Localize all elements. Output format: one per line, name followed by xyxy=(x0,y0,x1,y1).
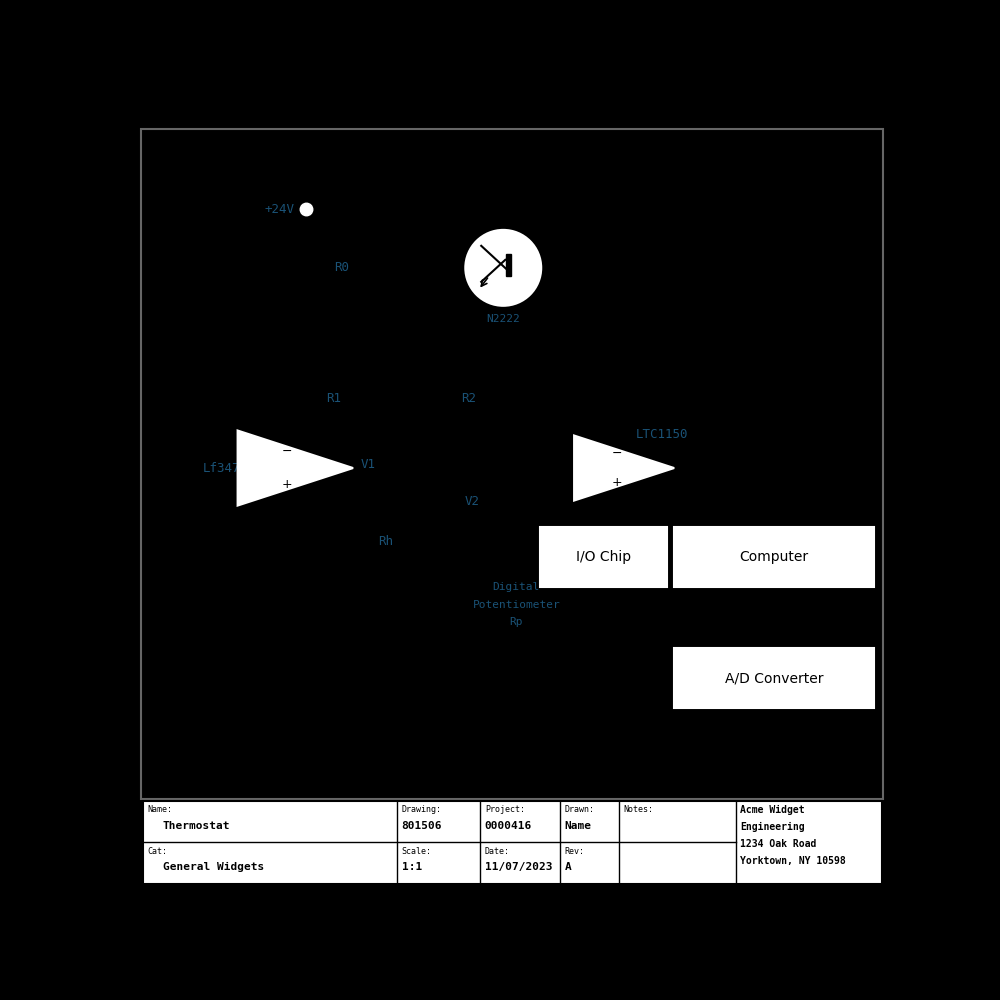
Text: Cat:: Cat: xyxy=(148,847,168,856)
Text: A/D Converter: A/D Converter xyxy=(725,671,824,685)
Text: LTC1150: LTC1150 xyxy=(636,428,688,441)
Polygon shape xyxy=(238,431,353,506)
Text: +24V: +24V xyxy=(265,203,295,216)
FancyBboxPatch shape xyxy=(674,527,874,587)
Text: 1:1: 1:1 xyxy=(402,862,422,872)
Text: Lf347: Lf347 xyxy=(203,462,240,475)
Text: 801506: 801506 xyxy=(402,821,442,831)
Text: Yorktown, NY 10598: Yorktown, NY 10598 xyxy=(740,856,846,866)
Text: Notes:: Notes: xyxy=(623,805,653,814)
Text: 1234 Oak Road: 1234 Oak Road xyxy=(740,839,817,849)
FancyBboxPatch shape xyxy=(674,648,874,708)
Text: N2222: N2222 xyxy=(486,314,520,324)
FancyBboxPatch shape xyxy=(143,801,882,884)
Text: Rp: Rp xyxy=(510,617,523,627)
Text: Rev:: Rev: xyxy=(565,847,585,856)
Text: Scale:: Scale: xyxy=(402,847,432,856)
Text: Potentiometer: Potentiometer xyxy=(472,600,560,610)
Text: −: − xyxy=(611,447,622,460)
Text: Digital: Digital xyxy=(493,582,540,592)
Text: I/O Chip: I/O Chip xyxy=(576,550,631,564)
Text: R0: R0 xyxy=(334,261,349,274)
FancyBboxPatch shape xyxy=(141,129,883,799)
Text: R2: R2 xyxy=(461,392,476,405)
Circle shape xyxy=(463,228,543,308)
Text: A: A xyxy=(565,862,572,872)
Text: Computer: Computer xyxy=(740,550,809,564)
Text: Drawing:: Drawing: xyxy=(402,805,442,814)
Text: Acme Widget: Acme Widget xyxy=(740,805,805,815)
Text: Thermostat: Thermostat xyxy=(163,821,230,831)
Text: Project:: Project: xyxy=(485,805,525,814)
Polygon shape xyxy=(574,436,674,501)
Text: +: + xyxy=(611,476,622,489)
Text: +: + xyxy=(281,478,292,491)
Text: V2: V2 xyxy=(464,495,479,508)
Text: Name:: Name: xyxy=(148,805,173,814)
Text: Rh: Rh xyxy=(378,535,393,548)
FancyBboxPatch shape xyxy=(540,527,666,587)
Text: Name: Name xyxy=(565,821,592,831)
Text: Date:: Date: xyxy=(485,847,510,856)
Bar xyxy=(506,254,511,276)
Text: Drawn:: Drawn: xyxy=(565,805,595,814)
Text: 0000416: 0000416 xyxy=(485,821,532,831)
Text: −: − xyxy=(281,445,292,458)
Text: Engineering: Engineering xyxy=(740,822,805,832)
Text: V1: V1 xyxy=(361,458,376,471)
Text: 11/07/2023: 11/07/2023 xyxy=(485,862,552,872)
Text: General Widgets: General Widgets xyxy=(163,862,264,872)
Text: R1: R1 xyxy=(326,392,341,405)
